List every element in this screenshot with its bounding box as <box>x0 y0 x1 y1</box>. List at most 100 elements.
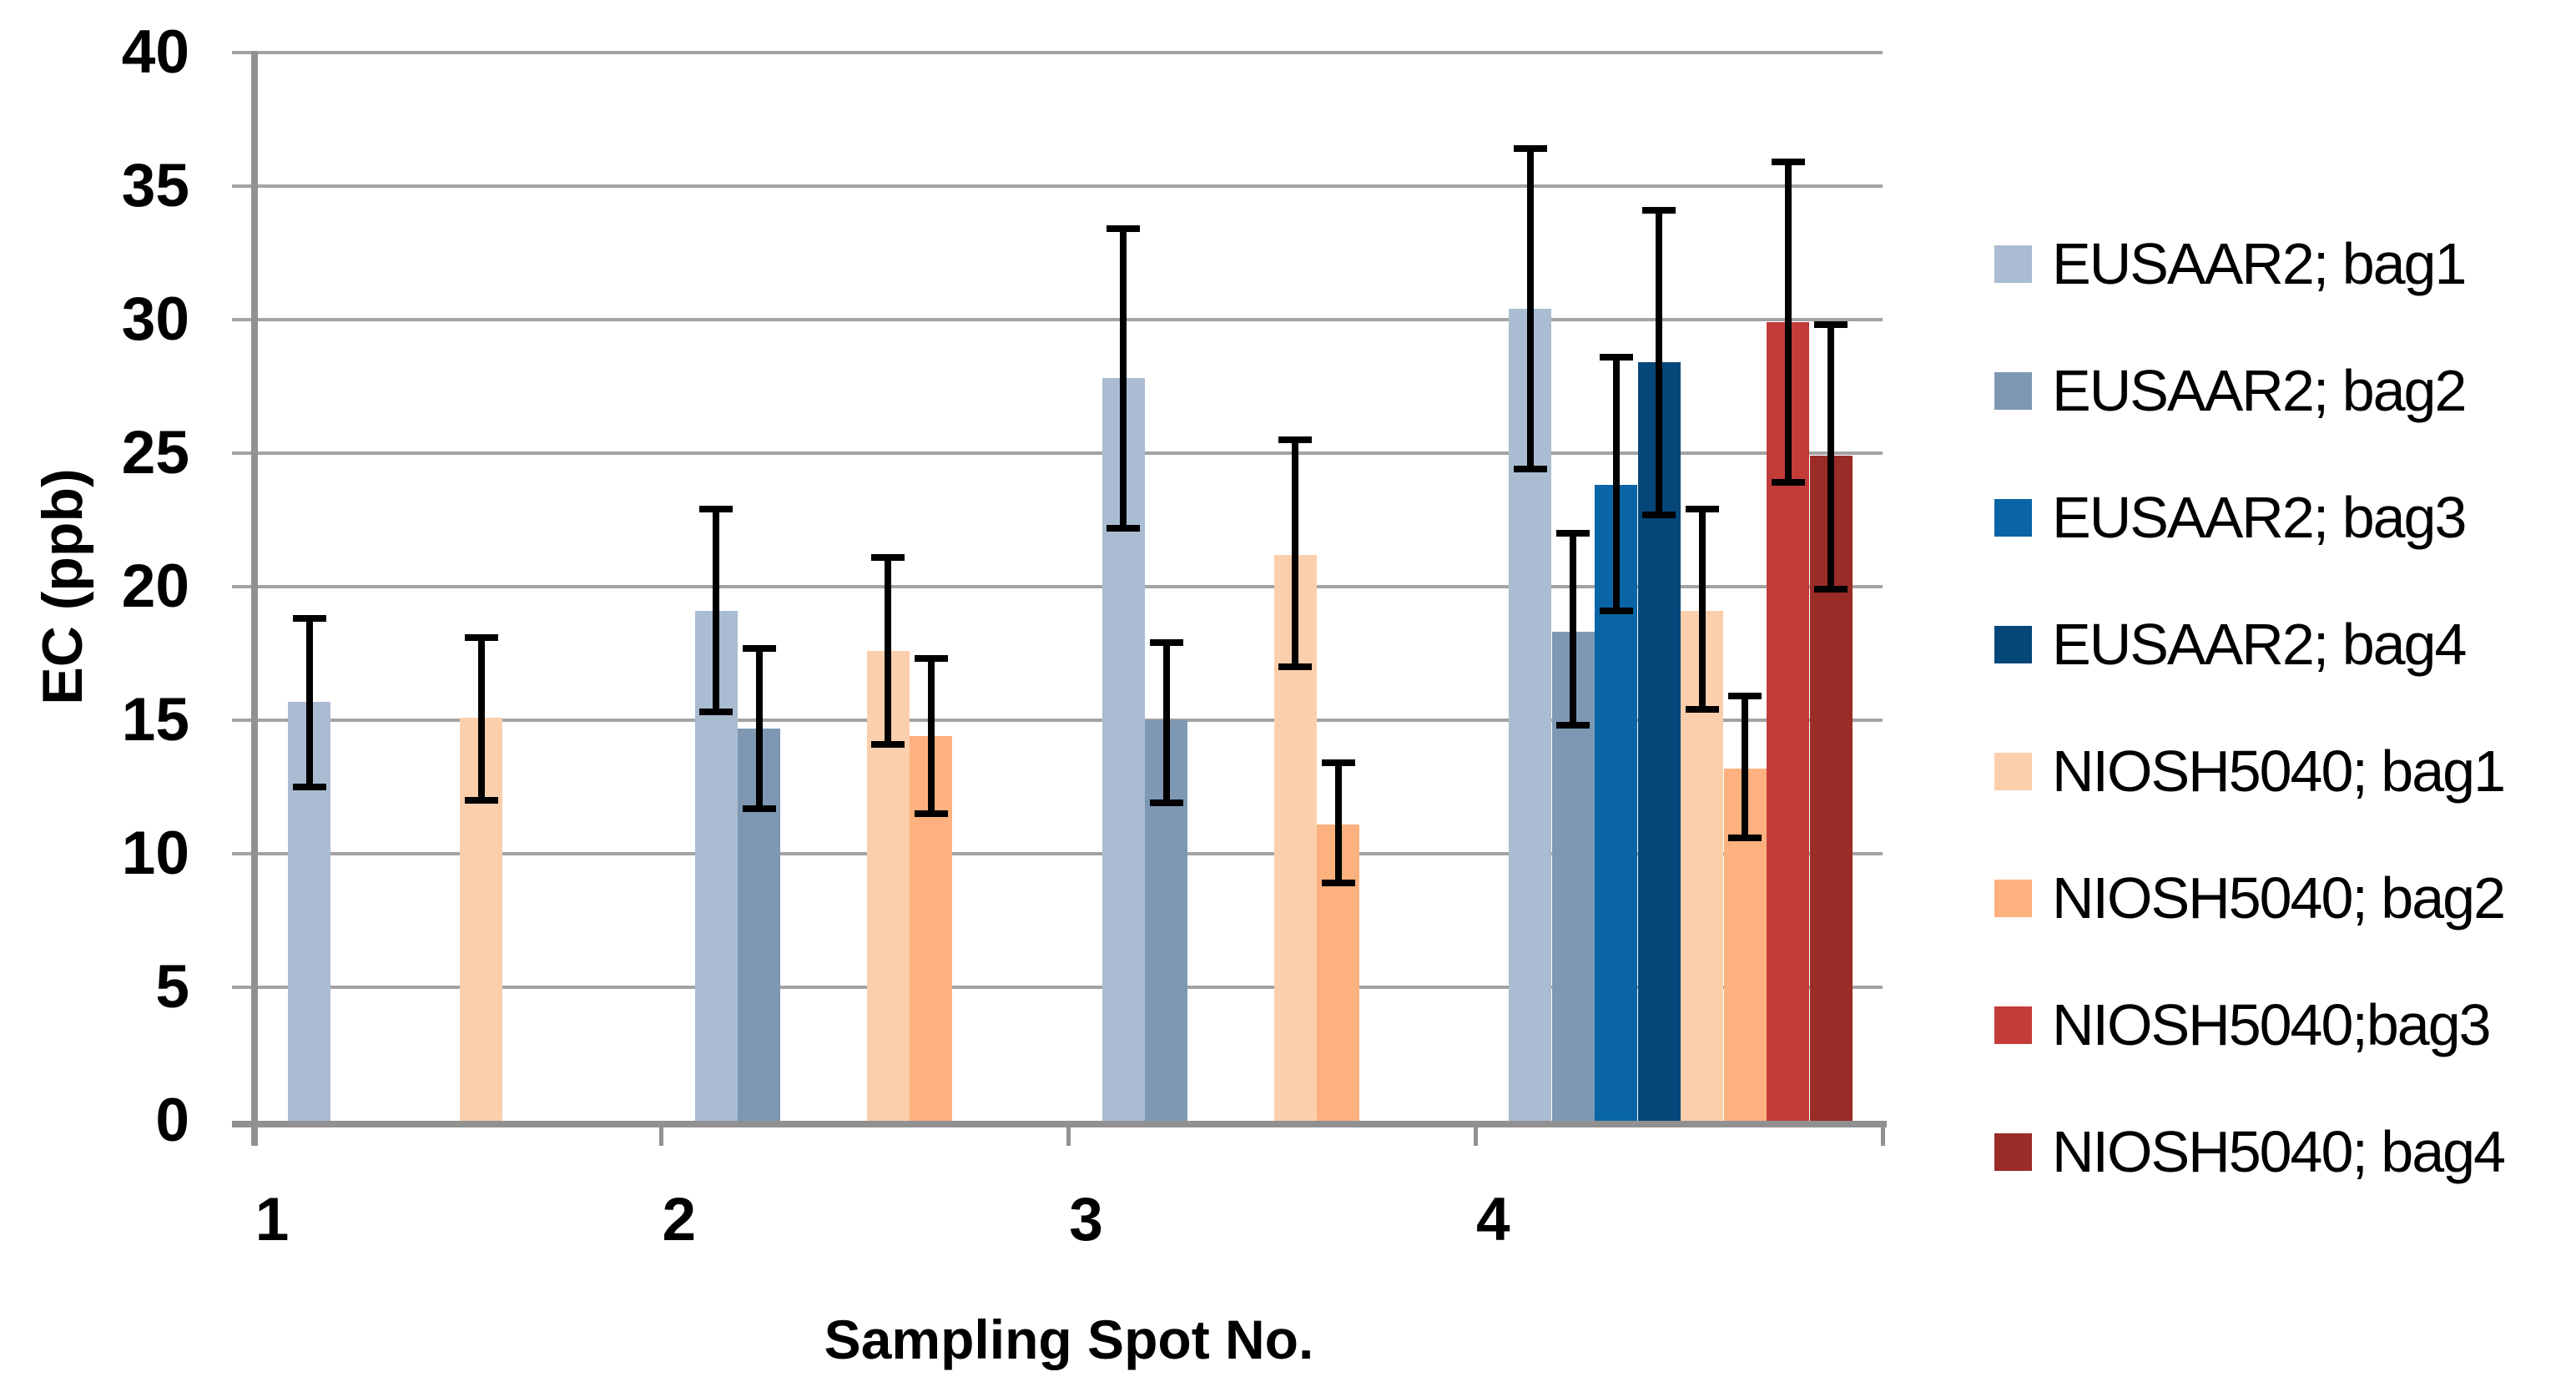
error-bar-cap-bottom <box>1685 706 1719 714</box>
error-bar-cap-top <box>1599 353 1633 361</box>
legend-swatch-icon <box>1994 879 2032 917</box>
y-axis-title: EC (ppb) <box>31 468 94 705</box>
legend-item: NIOSH5040; bag4 <box>1994 1122 2506 1181</box>
error-bar-cap-bottom <box>871 740 905 748</box>
legend: EUSAAR2; bag1 EUSAAR2; bag2 EUSAAR2; bag3 E… <box>1994 231 2506 1259</box>
legend-label: NIOSH5040; bag1 <box>2052 739 2506 804</box>
error-bar-cap-bottom <box>742 804 776 812</box>
error-bar-cap-top <box>1149 639 1183 647</box>
error-bar-whisker <box>305 618 313 787</box>
legend-item: EUSAAR2; bag4 <box>1994 615 2504 673</box>
error-bar-whisker <box>713 509 720 713</box>
y-tick-label-5: 5 <box>155 953 189 1021</box>
x-tick <box>1473 1127 1478 1146</box>
legend-label: EUSAAR2; bag1 <box>2052 231 2467 296</box>
error-bar-cap-bottom <box>1107 524 1140 532</box>
x-tick <box>659 1127 664 1146</box>
y-axis-line <box>251 51 258 1146</box>
legend-swatch-icon <box>1994 625 2032 663</box>
legend-item: NIOSH5040; bag1 <box>1994 739 2506 804</box>
error-bar-cap-bottom <box>1278 663 1312 670</box>
error-bar-cap-bottom <box>292 784 326 790</box>
error-bar-whisker <box>1334 763 1342 884</box>
error-bar-cap-top <box>1685 506 1719 513</box>
legend-swatch-icon <box>1994 752 2032 790</box>
error-bar-cap-top <box>914 655 948 663</box>
error-bar-cap-top <box>1771 159 1805 166</box>
legend-item: NIOSH5040; bag2 <box>1994 865 2506 931</box>
error-bar-whisker <box>1698 509 1706 710</box>
legend-item: NIOSH5040;bag3 <box>1994 992 2504 1057</box>
error-bar-cap-bottom <box>699 709 733 716</box>
x-tick-label-1: 1 <box>255 1186 290 1253</box>
error-bar-whisker <box>1784 162 1792 483</box>
y-tick-label-40: 40 <box>121 18 189 86</box>
error-bar-whisker <box>927 658 935 814</box>
legend-swatch-icon <box>1994 245 2032 283</box>
y-tick-label-10: 10 <box>121 820 189 887</box>
y-tick-label-15: 15 <box>121 686 189 754</box>
legend-label: EUSAAR2; bag2 <box>2052 358 2467 423</box>
legend-swatch-icon <box>1994 1006 2032 1044</box>
y-tick-label-25: 25 <box>121 419 189 487</box>
legend-label: NIOSH5040; bag2 <box>2052 865 2506 931</box>
error-bar-whisker <box>1656 209 1663 515</box>
x-axis-title: Sampling Spot No. <box>824 1309 1314 1370</box>
gridline-y25 <box>232 451 1883 455</box>
gridline-y20 <box>232 585 1883 588</box>
legend-swatch-icon <box>1994 371 2032 410</box>
error-bar-whisker <box>1612 356 1620 611</box>
error-bar-whisker <box>755 648 763 809</box>
legend-item: EUSAAR2; bag2 <box>1994 358 2504 423</box>
y-tick-label-20: 20 <box>121 552 189 620</box>
error-bar-whisker <box>1162 643 1170 804</box>
error-bar-cap-top <box>699 506 733 513</box>
error-bar-cap-top <box>1278 436 1312 443</box>
error-bar-whisker <box>1570 533 1577 726</box>
error-bar-whisker <box>1292 440 1298 667</box>
error-bar-whisker <box>885 557 892 744</box>
x-tick-label-4: 4 <box>1475 1186 1510 1253</box>
error-bar-cap-top <box>464 633 498 641</box>
legend-item: EUSAAR2; bag3 <box>1994 485 2504 550</box>
legend-label: NIOSH5040;bag3 <box>2052 992 2492 1057</box>
error-bar-cap-top <box>1321 759 1355 767</box>
x-tick <box>252 1127 257 1146</box>
error-bar-cap-bottom <box>1814 586 1848 593</box>
x-axis-line <box>232 1121 1887 1127</box>
error-bar-whisker <box>1120 229 1127 528</box>
y-tick-label-30: 30 <box>121 285 189 353</box>
error-bar-cap-top <box>742 644 776 652</box>
x-tick <box>1066 1127 1071 1146</box>
error-bar-cap-bottom <box>1556 722 1590 729</box>
legend-swatch-icon <box>1994 1132 2032 1171</box>
error-bar-whisker <box>477 637 485 800</box>
error-bar-cap-bottom <box>1642 511 1676 518</box>
gridline-y15 <box>232 719 1883 722</box>
error-bar-cap-top <box>292 615 326 623</box>
legend-swatch-icon <box>1994 498 2032 537</box>
error-bar-cap-bottom <box>1513 466 1547 473</box>
x-tick-label-3: 3 <box>1069 1186 1103 1253</box>
error-bar-cap-bottom <box>914 810 948 817</box>
error-bar-cap-top <box>871 553 905 561</box>
error-bar-cap-top <box>1728 693 1762 700</box>
x-tick <box>1880 1127 1885 1146</box>
error-bar-cap-top <box>1814 321 1848 329</box>
error-bar-cap-top <box>1642 206 1676 214</box>
error-bar-cap-bottom <box>464 797 498 804</box>
error-bar-cap-top <box>1513 145 1547 153</box>
x-tick-label-2: 2 <box>662 1186 697 1253</box>
error-bar-cap-top <box>1107 225 1140 233</box>
error-bar-whisker <box>1827 325 1835 590</box>
gridline-y35 <box>232 184 1883 188</box>
gridline-y10 <box>232 852 1883 855</box>
legend-label: EUSAAR2; bag3 <box>2052 485 2467 550</box>
error-bar-whisker <box>1526 149 1534 470</box>
gridline-y40 <box>232 51 1883 54</box>
legend-item: EUSAAR2; bag1 <box>1994 231 2504 296</box>
gridline-y5 <box>232 986 1883 989</box>
y-tick-label-0: 0 <box>155 1087 189 1154</box>
